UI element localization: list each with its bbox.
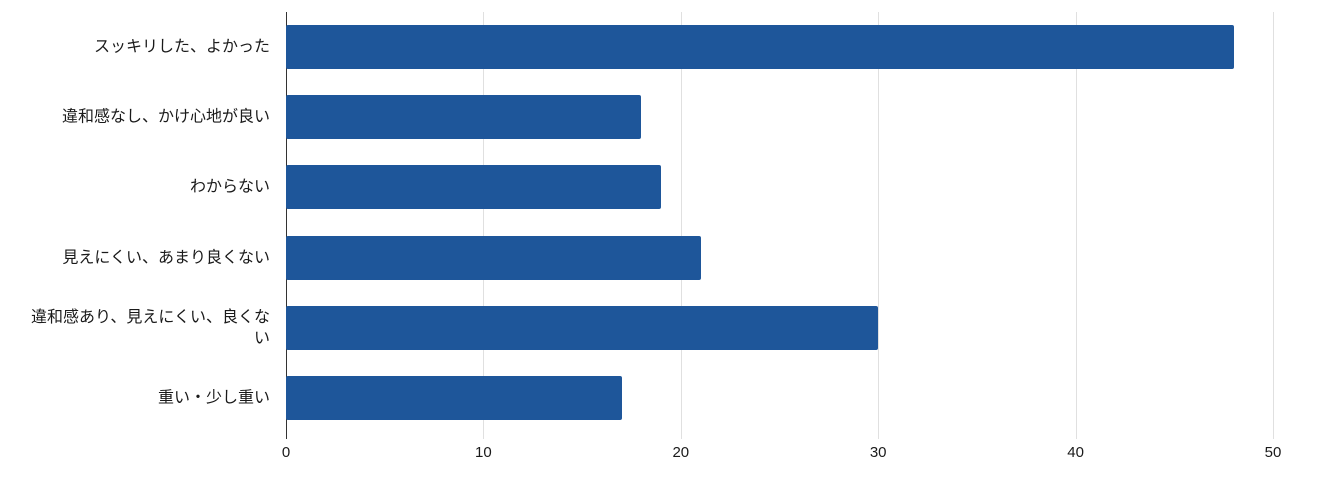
category-label: わからない (189, 178, 270, 196)
bar[interactable] (286, 235, 701, 280)
category-label: スッキリした、よかった (93, 38, 270, 56)
category-label: 違和感あり、見えにくい、良くな い (30, 308, 270, 347)
gridline (1273, 12, 1274, 439)
category-label: 重い・少し重い (157, 389, 270, 407)
x-tick-label: 40 (1067, 444, 1084, 461)
category-label: 違和感なし、かけ心地が良い (61, 108, 270, 126)
gridline (483, 12, 485, 439)
x-tick-label: 50 (1264, 444, 1282, 461)
x-tick-label: 30 (869, 444, 887, 461)
x-tick-label: 20 (672, 444, 690, 461)
bar[interactable] (286, 25, 1234, 70)
plot-area (286, 12, 1274, 439)
value-axis-tick-labels: 0 10 20 30 40 50 (282, 444, 1282, 464)
gridline (1075, 12, 1077, 439)
bar[interactable] (286, 95, 642, 140)
gridline (878, 12, 880, 439)
gridline (680, 12, 682, 439)
category-axis-labels: スッキリした、よかった違和感なし、かけ心地が良いわからない見えにくい、あまり良く… (0, 12, 278, 433)
category-axis-line (286, 12, 287, 439)
x-tick-label: 0 (281, 444, 291, 461)
bar[interactable] (286, 375, 622, 420)
category-label: 見えにくい、あまり良くない (62, 249, 270, 267)
bar[interactable] (286, 165, 662, 210)
bar[interactable] (286, 305, 879, 350)
x-tick-label: 10 (475, 444, 492, 461)
